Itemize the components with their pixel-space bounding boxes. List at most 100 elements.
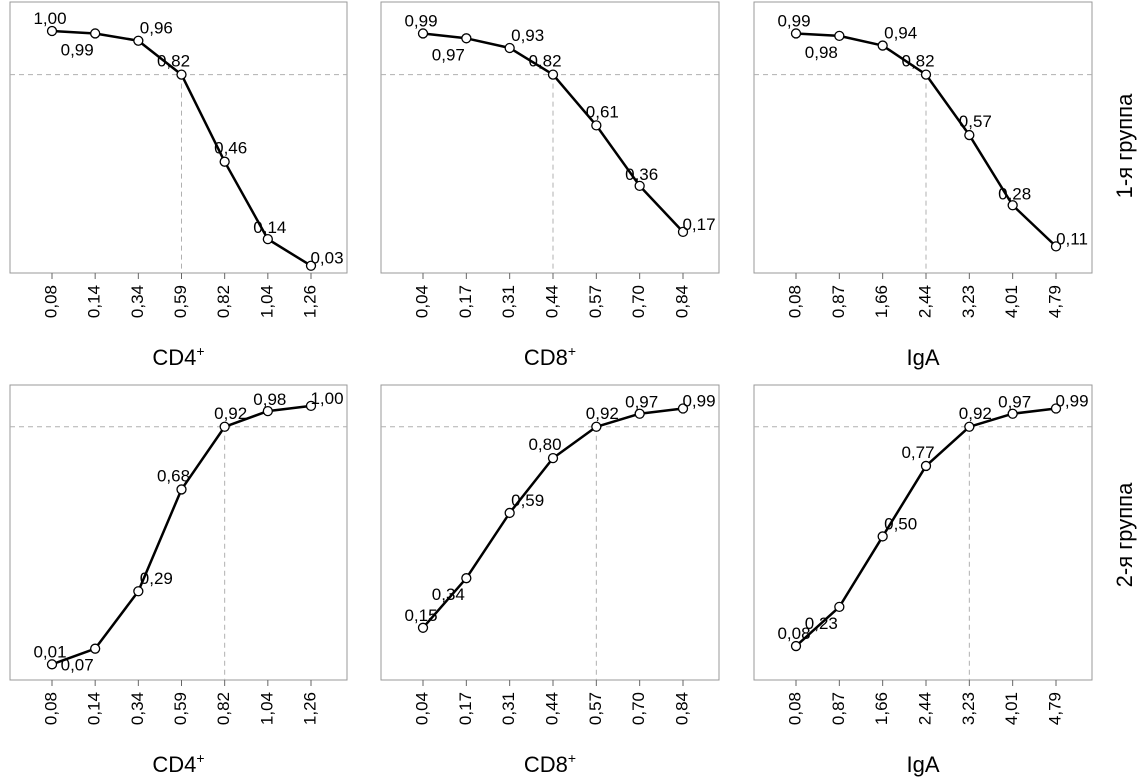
x-axis-label-superscript: +: [568, 750, 576, 766]
x-tick-label: 1,66: [872, 692, 891, 725]
x-tick-label: 0,31: [499, 692, 518, 725]
data-label: 1,00: [33, 9, 66, 28]
data-point: [964, 129, 975, 141]
data-point: [133, 35, 144, 46]
x-tick-label: 0,70: [629, 692, 648, 725]
data-point: [1007, 408, 1018, 419]
x-axis-label: CD8+: [524, 750, 576, 777]
x-axis-label: CD4+: [152, 750, 204, 777]
data-label: 0,08: [777, 624, 810, 643]
data-point: [417, 28, 429, 39]
x-axis-label: IgA: [906, 345, 939, 370]
data-point: [877, 531, 888, 542]
data-point: [790, 640, 802, 652]
data-point: [634, 180, 645, 192]
data-point: [176, 69, 187, 80]
x-tick-label: 1,26: [300, 692, 319, 725]
data-label: 0,82: [528, 52, 561, 71]
data-point: [547, 69, 559, 80]
x-axis-label: CD8+: [524, 343, 576, 370]
data-label: 0,01: [33, 642, 66, 661]
x-tick-label: 0,08: [41, 285, 60, 318]
x-axis-label-superscript: +: [196, 750, 204, 766]
plot-frame: [380, 384, 720, 681]
data-point: [964, 421, 975, 432]
x-tick-label: 1,26: [300, 285, 319, 318]
data-label: 0,92: [959, 404, 992, 423]
x-tick-label: 0,57: [586, 285, 605, 318]
data-label: 0,34: [432, 585, 465, 604]
x-tick-label: 4,01: [1002, 692, 1021, 725]
x-tick-label: 0,87: [829, 285, 848, 318]
data-label: 0,59: [511, 491, 544, 510]
data-point: [417, 622, 429, 633]
data-point: [834, 601, 845, 613]
data-label: 0,03: [310, 249, 343, 268]
data-point: [834, 30, 845, 42]
x-axis-label-text: IgA: [906, 345, 939, 370]
data-point: [262, 405, 273, 417]
x-axis-label-text: CD4: [152, 752, 196, 777]
data-point: [1007, 200, 1018, 211]
data-label: 0,29: [140, 569, 173, 588]
data-label: 0,98: [253, 390, 286, 409]
plot-frame: [9, 384, 348, 681]
x-tick-label: 4,79: [1045, 285, 1064, 318]
x-axis-label: CD4+: [152, 343, 204, 370]
data-point: [877, 40, 888, 51]
x-tick-label: 1,66: [872, 285, 891, 318]
x-axis-label-text: CD8: [524, 752, 568, 777]
x-tick-label: 0,82: [214, 692, 233, 725]
data-label: 1,00: [310, 389, 343, 408]
data-label: 0,96: [140, 19, 173, 38]
x-axis-label-superscript: +: [568, 343, 576, 359]
data-label: 0,28: [998, 184, 1031, 203]
x-tick-label: 0,84: [672, 692, 691, 725]
data-point: [677, 226, 689, 238]
data-label: 0,68: [157, 466, 190, 485]
x-axis-label: IgA: [906, 752, 939, 777]
plot-frame: [380, 1, 720, 274]
x-axis-label-superscript: +: [196, 343, 204, 359]
data-label: 0,92: [214, 404, 247, 423]
data-point: [305, 260, 317, 271]
data-point: [262, 233, 273, 245]
data-label: 0,97: [998, 393, 1031, 412]
plot-frame: [9, 1, 348, 274]
data-point: [790, 28, 802, 39]
data-point: [219, 421, 230, 432]
data-label: 0,99: [1055, 391, 1088, 410]
data-label: 0,82: [901, 52, 934, 71]
x-tick-label: 4,01: [1002, 285, 1021, 318]
data-label: 0,99: [404, 11, 437, 30]
data-label: 0,98: [805, 43, 838, 62]
x-axis-label-text: IgA: [906, 752, 939, 777]
x-tick-label: 2,44: [915, 285, 934, 318]
data-label: 0,82: [157, 52, 190, 71]
data-label: 0,99: [682, 391, 715, 410]
x-tick-label: 0,34: [128, 692, 147, 725]
data-point: [46, 25, 58, 37]
x-tick-label: 0,17: [456, 692, 475, 725]
x-tick-label: 2,44: [915, 692, 934, 725]
data-point: [461, 33, 472, 44]
data-point: [90, 643, 101, 654]
x-tick-label: 0,04: [412, 285, 431, 318]
x-tick-label: 0,14: [85, 285, 104, 318]
data-label: 0,07: [61, 656, 94, 675]
data-label: 0,61: [586, 102, 619, 121]
x-tick-label: 0,87: [829, 692, 848, 725]
data-label: 0,97: [432, 45, 465, 64]
x-tick-label: 0,08: [785, 285, 804, 318]
x-tick-label: 0,84: [672, 285, 691, 318]
data-point: [1050, 403, 1062, 414]
x-tick-label: 0,70: [629, 285, 648, 318]
data-label: 0,14: [253, 218, 286, 237]
data-point: [504, 42, 515, 54]
x-tick-label: 0,31: [499, 285, 518, 318]
x-tick-label: 4,79: [1045, 692, 1064, 725]
x-tick-label: 0,59: [171, 285, 190, 318]
data-label: 0,99: [61, 40, 94, 59]
data-point: [219, 156, 230, 167]
